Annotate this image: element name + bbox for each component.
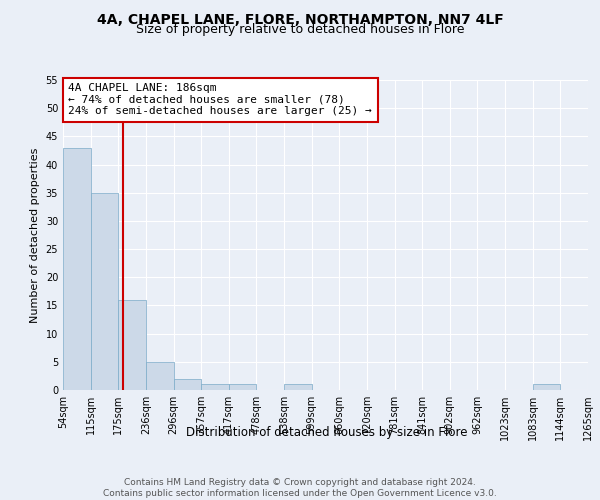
Y-axis label: Number of detached properties: Number of detached properties (30, 148, 40, 322)
Bar (284, 384, 311, 390)
Text: Size of property relative to detached houses in Flore: Size of property relative to detached ho… (136, 24, 464, 36)
Bar (533, 384, 560, 390)
Bar (118, 300, 146, 390)
Text: 4A, CHAPEL LANE, FLORE, NORTHAMPTON, NN7 4LF: 4A, CHAPEL LANE, FLORE, NORTHAMPTON, NN7… (97, 12, 503, 26)
Bar (146, 362, 173, 390)
Text: Contains HM Land Registry data © Crown copyright and database right 2024.
Contai: Contains HM Land Registry data © Crown c… (103, 478, 497, 498)
Bar (63, 148, 91, 390)
Bar (173, 378, 201, 390)
Bar (91, 192, 118, 390)
Text: Distribution of detached houses by size in Flore: Distribution of detached houses by size … (186, 426, 468, 439)
Text: 4A CHAPEL LANE: 186sqm
← 74% of detached houses are smaller (78)
24% of semi-det: 4A CHAPEL LANE: 186sqm ← 74% of detached… (68, 83, 372, 116)
Bar (201, 384, 229, 390)
Bar (229, 384, 256, 390)
